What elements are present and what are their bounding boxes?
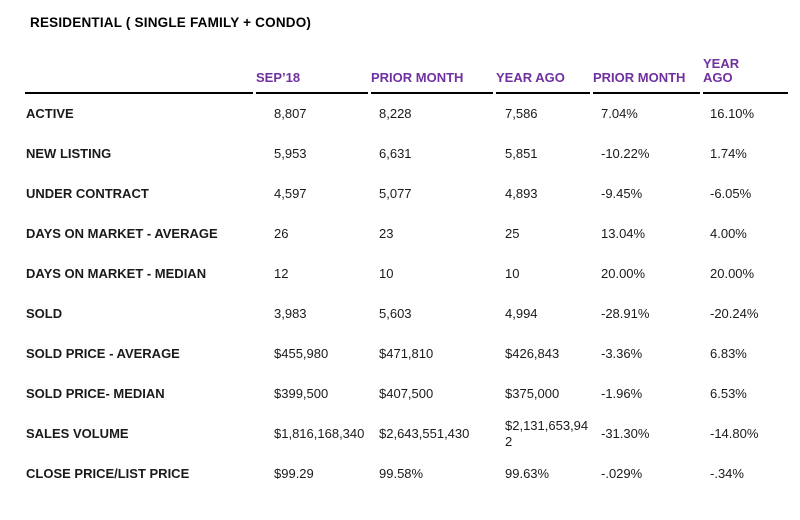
table-body: ACTIVE 8,807 8,228 7,586 7.04% 16.10% NEW LIST… — [25, 94, 788, 494]
column-header: PRIOR MONTH — [593, 47, 700, 94]
cell-value: 26 — [274, 226, 289, 241]
report-title: RESIDENTIAL ( SINGLE FAMILY + CONDO) — [30, 15, 312, 30]
column-header-blank — [25, 47, 253, 94]
cell-value: 5,603 — [379, 306, 412, 321]
row-label: SOLD — [26, 306, 63, 321]
row-label: UNDER CONTRACT — [26, 186, 149, 201]
cell-value: 4,597 — [274, 186, 307, 201]
cell-value: 3,983 — [274, 306, 307, 321]
cell-value: 99.58% — [379, 466, 424, 481]
table-row: CLOSE PRICE/LIST PRICE $99.29 99.58% 99.63%… — [25, 454, 788, 494]
cell-value: 5,953 — [274, 146, 307, 161]
row-label: SALES VOLUME — [26, 426, 129, 441]
cell-value: 5,851 — [505, 146, 538, 161]
cell-value: $375,000 — [505, 386, 560, 401]
cell-value: 7,586 — [505, 106, 538, 121]
cell-value: $455,980 — [274, 346, 329, 361]
column-header: PRIOR MONTH — [371, 47, 493, 94]
column-header: YEAR AGO — [496, 47, 590, 94]
cell-value: 8,807 — [274, 106, 307, 121]
row-label: DAYS ON MARKET - AVERAGE — [26, 226, 218, 241]
cell-value: -3.36% — [601, 346, 643, 361]
cell-value: $471,810 — [379, 346, 434, 361]
cell-value: -10.22% — [601, 146, 650, 161]
stats-table: SEP’18 PRIOR MONTH YEAR AGO PRIOR MONTH … — [22, 47, 791, 494]
column-header: SEP’18 — [256, 47, 368, 94]
cell-value: 99.63% — [505, 466, 550, 481]
cell-value: 10 — [505, 266, 520, 281]
cell-value: 6.53% — [710, 386, 747, 401]
row-label: DAYS ON MARKET - MEDIAN — [26, 266, 207, 281]
cell-value: 10 — [379, 266, 394, 281]
cell-value: $99.29 — [274, 466, 314, 481]
cell-value: 6.83% — [710, 346, 747, 361]
cell-value: 7.04% — [601, 106, 638, 121]
cell-value: 6,631 — [379, 146, 412, 161]
table-row: SOLD PRICE- MEDIAN $399,500 $407,500 $375,0… — [25, 374, 788, 414]
cell-value: -.34% — [710, 466, 744, 481]
cell-value: $399,500 — [274, 386, 329, 401]
cell-value: -.029% — [601, 466, 643, 481]
row-label: NEW LISTING — [26, 146, 112, 161]
cell-value: 20.00% — [601, 266, 646, 281]
cell-value: 4.00% — [710, 226, 747, 241]
table-row: DAYS ON MARKET - MEDIAN 12 10 10 20.00% 20.00… — [25, 254, 788, 294]
row-label: SOLD PRICE- MEDIAN — [26, 386, 165, 401]
row-label: ACTIVE — [26, 106, 74, 121]
table-row: SALES VOLUME $1,816,168,340 $2,643,551,430… — [25, 414, 788, 454]
cell-value: 12 — [274, 266, 289, 281]
table-row: SOLD 3,983 5,603 4,994 -28.91% -20.24% — [25, 294, 788, 334]
table-row: DAYS ON MARKET - AVERAGE 26 23 25 13.04% 4.00… — [25, 214, 788, 254]
cell-value: -14.80% — [710, 426, 759, 441]
table-row: SOLD PRICE - AVERAGE $455,980 $471,810 $426… — [25, 334, 788, 374]
row-label: CLOSE PRICE/LIST PRICE — [26, 466, 190, 481]
header-row: SEP’18 PRIOR MONTH YEAR AGO PRIOR MONTH … — [25, 47, 788, 94]
cell-value: 16.10% — [710, 106, 755, 121]
cell-value: $426,843 — [505, 346, 560, 361]
cell-value: 23 — [379, 226, 394, 241]
table-row: ACTIVE 8,807 8,228 7,586 7.04% 16.10% — [25, 94, 788, 134]
row-label: SOLD PRICE - AVERAGE — [26, 346, 180, 361]
cell-value: 8,228 — [379, 106, 412, 121]
column-header-label: YEAR AGO — [703, 56, 740, 85]
cell-value: $2,643,551,430 — [379, 426, 470, 441]
table-row: NEW LISTING 5,953 6,631 5,851 -10.22% 1.74% — [25, 134, 788, 174]
cell-value: 5,077 — [379, 186, 412, 201]
cell-value: -20.24% — [710, 306, 759, 321]
column-header: YEAR AGO — [703, 47, 788, 94]
cell-value: 4,994 — [505, 306, 538, 321]
cell-value: 25 — [505, 226, 520, 241]
cell-value: -9.45% — [601, 186, 643, 201]
cell-value: -1.96% — [601, 386, 643, 401]
cell-value: $1,816,168,340 — [274, 426, 365, 441]
cell-value: $407,500 — [379, 386, 434, 401]
cell-value: $2,131,653,942 — [505, 418, 589, 449]
table-row: UNDER CONTRACT 4,597 5,077 4,893 -9.45% -6.05… — [25, 174, 788, 214]
cell-value: -6.05% — [710, 186, 752, 201]
cell-value: -31.30% — [601, 426, 650, 441]
cell-value: -28.91% — [601, 306, 650, 321]
cell-value: 1.74% — [710, 146, 747, 161]
cell-value: 4,893 — [505, 186, 538, 201]
cell-value: 20.00% — [710, 266, 755, 281]
cell-value: 13.04% — [601, 226, 646, 241]
